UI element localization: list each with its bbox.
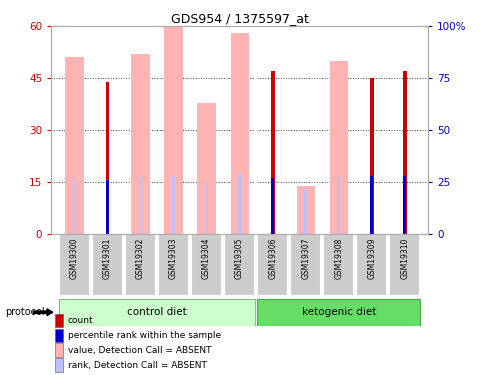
Text: GSM19306: GSM19306 bbox=[267, 237, 277, 279]
Bar bbox=[197, 103, 215, 234]
Bar bbox=[59, 298, 255, 326]
Bar bbox=[304, 189, 306, 234]
Text: GSM19309: GSM19309 bbox=[366, 237, 375, 279]
Bar bbox=[238, 174, 241, 234]
Text: GSM19303: GSM19303 bbox=[169, 237, 178, 279]
Text: GSM19308: GSM19308 bbox=[333, 237, 343, 279]
Bar bbox=[224, 234, 255, 296]
Bar bbox=[296, 186, 314, 234]
Text: ketogenic diet: ketogenic diet bbox=[301, 307, 375, 317]
Bar bbox=[270, 178, 274, 234]
Text: GSM19310: GSM19310 bbox=[400, 237, 408, 279]
Text: GSM19307: GSM19307 bbox=[301, 237, 309, 279]
Bar bbox=[369, 176, 373, 234]
Text: count: count bbox=[68, 316, 93, 325]
Bar bbox=[270, 71, 274, 234]
Bar bbox=[289, 234, 321, 296]
Bar bbox=[105, 180, 109, 234]
Text: percentile rank within the sample: percentile rank within the sample bbox=[68, 331, 221, 340]
Bar bbox=[131, 54, 149, 234]
Text: GSM19301: GSM19301 bbox=[103, 237, 112, 279]
Text: rank, Detection Call = ABSENT: rank, Detection Call = ABSENT bbox=[68, 361, 206, 370]
Bar bbox=[55, 344, 63, 357]
Bar bbox=[369, 78, 373, 234]
Bar bbox=[105, 82, 109, 234]
Bar bbox=[402, 71, 406, 234]
Bar bbox=[256, 234, 288, 296]
Bar bbox=[190, 234, 222, 296]
Bar bbox=[92, 234, 123, 296]
Bar bbox=[65, 57, 83, 234]
Text: GSM19304: GSM19304 bbox=[202, 237, 211, 279]
Bar bbox=[336, 176, 340, 234]
Bar bbox=[256, 298, 420, 326]
Text: GSM19305: GSM19305 bbox=[235, 237, 244, 279]
Bar bbox=[164, 26, 182, 234]
Bar bbox=[388, 234, 420, 296]
Bar bbox=[204, 182, 208, 234]
Bar bbox=[55, 314, 63, 327]
Text: GSM19302: GSM19302 bbox=[136, 237, 145, 279]
Bar bbox=[124, 234, 156, 296]
Bar bbox=[355, 234, 386, 296]
Bar bbox=[59, 234, 90, 296]
Bar bbox=[55, 358, 63, 372]
Bar bbox=[55, 328, 63, 342]
Bar bbox=[329, 61, 347, 234]
Text: GSM19300: GSM19300 bbox=[70, 237, 79, 279]
Bar bbox=[402, 176, 406, 234]
Bar bbox=[172, 176, 175, 234]
Bar bbox=[323, 234, 354, 296]
Bar bbox=[139, 178, 142, 234]
Bar bbox=[230, 33, 248, 234]
Title: GDS954 / 1375597_at: GDS954 / 1375597_at bbox=[170, 12, 308, 25]
Text: control diet: control diet bbox=[127, 307, 186, 317]
Text: value, Detection Call = ABSENT: value, Detection Call = ABSENT bbox=[68, 346, 211, 355]
Bar bbox=[73, 178, 76, 234]
Text: protocol: protocol bbox=[5, 307, 44, 317]
Bar bbox=[158, 234, 189, 296]
